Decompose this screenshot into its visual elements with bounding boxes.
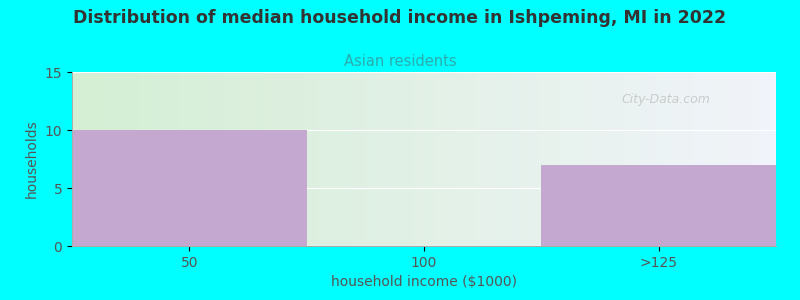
X-axis label: household income ($1000): household income ($1000) [331,275,517,289]
Y-axis label: households: households [25,120,39,198]
Text: Asian residents: Asian residents [344,54,456,69]
Text: Distribution of median household income in Ishpeming, MI in 2022: Distribution of median household income … [74,9,726,27]
Bar [542,165,776,246]
Text: City-Data.com: City-Data.com [621,93,710,106]
Bar [72,130,306,246]
